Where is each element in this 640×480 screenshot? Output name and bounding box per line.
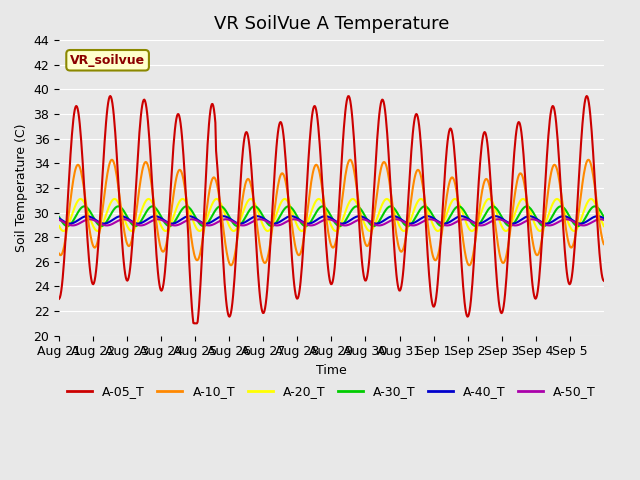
Title: VR SoilVue A Temperature: VR SoilVue A Temperature xyxy=(214,15,449,33)
X-axis label: Time: Time xyxy=(316,364,347,377)
Y-axis label: Soil Temperature (C): Soil Temperature (C) xyxy=(15,124,28,252)
Legend: A-05_T, A-10_T, A-20_T, A-30_T, A-40_T, A-50_T: A-05_T, A-10_T, A-20_T, A-30_T, A-40_T, … xyxy=(62,380,601,403)
Text: VR_soilvue: VR_soilvue xyxy=(70,54,145,67)
